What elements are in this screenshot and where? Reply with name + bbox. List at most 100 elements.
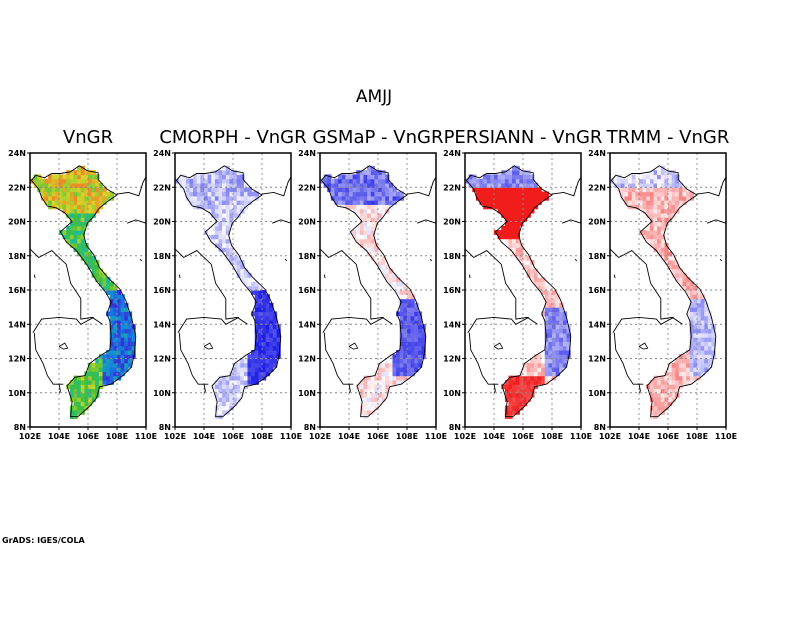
grid-cell — [251, 349, 256, 355]
grid-cell — [229, 397, 234, 402]
grid-cell — [247, 187, 252, 193]
grid-cell — [254, 315, 259, 321]
grid-cell — [512, 242, 517, 248]
grid-cell — [330, 195, 336, 201]
grid-cell — [678, 187, 684, 193]
grid-cell — [370, 170, 375, 176]
grid-cell — [211, 191, 216, 197]
grid-cell — [548, 337, 553, 342]
grid-cell — [236, 367, 241, 372]
grid-cell — [523, 397, 528, 402]
grid-cell — [73, 379, 78, 385]
grid-cell — [660, 208, 665, 214]
grid-cell — [211, 225, 216, 231]
grid-cell — [562, 332, 568, 338]
grid-cell — [367, 221, 372, 227]
grid-cell — [222, 195, 227, 201]
grid-cell — [193, 187, 198, 193]
grid-cell — [91, 182, 96, 188]
grid-cell — [548, 285, 553, 291]
grid-cell — [378, 182, 383, 188]
grid-cell — [370, 208, 375, 214]
grid-cell — [117, 324, 122, 330]
grid-cell — [73, 230, 78, 235]
grid-cell — [671, 187, 676, 193]
lat-label: 16N — [443, 286, 461, 295]
grid-cell — [541, 367, 546, 372]
grid-cell — [675, 388, 680, 394]
grid-cell — [117, 337, 122, 342]
grid-cell — [711, 345, 716, 351]
grid-cell — [697, 354, 702, 360]
grid-cell — [214, 182, 220, 188]
grid-cell — [127, 362, 133, 368]
grid-cell — [182, 174, 187, 180]
grid-cell — [668, 208, 673, 214]
grid-cell — [649, 242, 655, 248]
grid-cell — [704, 302, 709, 308]
grid-cell — [124, 354, 129, 360]
grid-cell — [229, 384, 234, 390]
grid-cell — [374, 217, 379, 223]
grid-cell — [693, 302, 698, 308]
grid-cell — [243, 379, 249, 385]
grid-cell — [657, 234, 662, 240]
grid-cell — [385, 195, 390, 201]
grid-cell — [98, 354, 104, 360]
grid-cell — [240, 182, 245, 188]
grid-cell — [214, 397, 220, 402]
grid-cell — [363, 375, 368, 381]
grid-cell — [69, 174, 75, 180]
grid-cell — [323, 174, 328, 180]
grid-cell — [218, 379, 223, 385]
grid-cell — [385, 200, 390, 205]
grid-cell — [106, 195, 111, 201]
grid-cell — [109, 281, 114, 287]
grid-cell — [218, 221, 223, 227]
grid-cell — [51, 200, 56, 205]
grid-cell — [711, 341, 716, 347]
grid-cell — [262, 362, 267, 368]
grid-cell — [552, 324, 557, 330]
grid-cell — [533, 371, 539, 377]
panel-3: GSMaP - VnGR8N10N12N14N16N18N20N22N24N10… — [298, 127, 447, 441]
grid-cell — [562, 341, 568, 347]
grid-cell — [559, 362, 564, 368]
grid-cell — [258, 290, 263, 295]
grid-cell — [341, 187, 346, 193]
grid-cell — [642, 191, 647, 197]
grid-cell — [653, 388, 658, 394]
grid-cell — [262, 328, 267, 334]
grid-cell — [704, 324, 709, 330]
grid-cell — [544, 307, 549, 313]
grid-cell — [214, 392, 220, 398]
grid-cell — [233, 204, 238, 210]
grid-cell — [566, 349, 571, 355]
grid-cell — [254, 341, 259, 347]
grid-cell — [370, 225, 375, 231]
grid-cell — [657, 375, 662, 381]
grid-cell — [512, 238, 517, 244]
grid-cell — [222, 182, 227, 188]
grid-cell — [214, 409, 220, 415]
grid-cell — [403, 298, 408, 304]
grid-cell — [269, 332, 274, 338]
grid-cell — [240, 174, 245, 180]
grid-cell — [519, 379, 524, 385]
grid-cell — [512, 409, 517, 415]
grid-cell — [120, 362, 125, 368]
grid-cell — [207, 230, 212, 235]
grid-cell — [526, 384, 531, 390]
grid-cell — [109, 349, 114, 355]
grid-cell — [247, 195, 252, 201]
grid-cell — [77, 234, 82, 240]
grid-cell — [512, 392, 517, 398]
grid-cell — [707, 332, 713, 338]
grid-cell — [254, 281, 259, 287]
grid-cell — [392, 191, 397, 197]
grid-cell — [370, 238, 375, 244]
grid-cell — [639, 204, 644, 210]
grid-cell — [617, 182, 622, 188]
grid-cell — [258, 371, 263, 377]
grid-cell — [504, 200, 510, 205]
